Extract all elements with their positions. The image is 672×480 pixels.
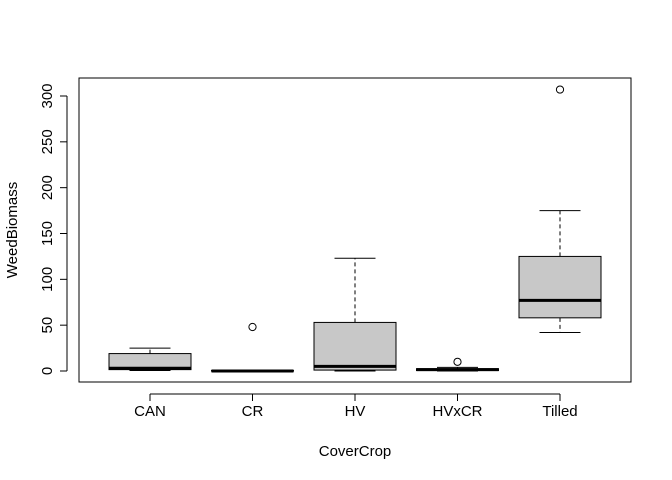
x-tick-label: CAN: [134, 403, 166, 420]
outlier-point: [248, 322, 257, 332]
y-tick-label: 50: [39, 317, 56, 334]
x-tick-label: CR: [242, 403, 264, 420]
x-axis-title: CoverCrop: [319, 443, 392, 460]
box-can: [108, 347, 192, 372]
iqr-box: [518, 255, 602, 319]
x-tick-label: HV: [345, 403, 366, 420]
outlier-point: [555, 85, 565, 94]
box-hvxcr: [416, 357, 499, 372]
boxes-layer: [108, 85, 602, 373]
y-axis-title: WeedBiomass: [4, 182, 21, 278]
box-cr: [211, 322, 294, 373]
plot-frame: [78, 77, 632, 383]
outlier-point: [453, 357, 462, 366]
iqr-box: [313, 321, 397, 371]
x-tick-label: Tilled: [542, 403, 577, 420]
y-tick-label: 150: [39, 221, 56, 246]
y-tick-label: 300: [39, 83, 56, 108]
y-tick-label: 250: [39, 129, 56, 154]
box-hv: [313, 257, 397, 372]
x-axis: CAN CR HV HVxCR Tilled: [134, 393, 578, 420]
box-tilled: [518, 85, 602, 333]
y-tick-label: 200: [39, 175, 56, 200]
y-tick-label: 0: [39, 367, 56, 375]
y-axis: 0 50 100 150 200 250 300: [39, 83, 68, 375]
x-tick-label: HVxCR: [432, 403, 482, 420]
y-tick-label: 100: [39, 267, 56, 292]
